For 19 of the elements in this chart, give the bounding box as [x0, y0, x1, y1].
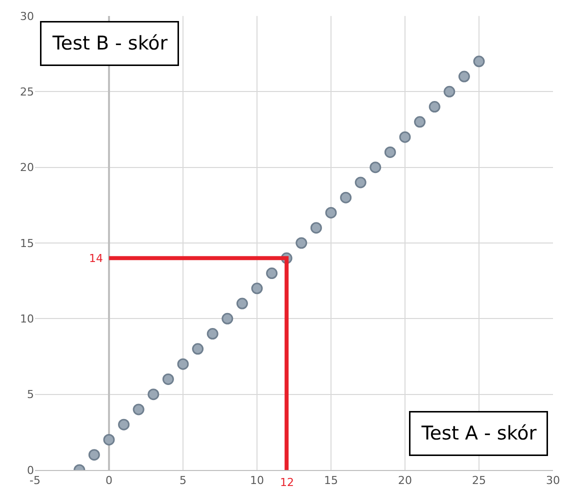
annotation: 14 — [89, 252, 103, 265]
y-tick-label: 5 — [27, 388, 34, 402]
y-tick-label: 0 — [27, 464, 34, 477]
x-tick-label: 20 — [398, 474, 412, 488]
annotation: 12 — [280, 476, 294, 489]
x-tick-label: 15 — [324, 474, 338, 488]
x-tick-label: 5 — [180, 474, 186, 488]
x-tick-label: 0 — [106, 474, 112, 488]
y-tick-label: 15 — [20, 236, 34, 250]
x-axis-title: Test A - skór — [420, 422, 537, 444]
y-tick-label: 25 — [20, 86, 34, 99]
x-tick-label: 25 — [472, 474, 486, 488]
y-axis-title: Test B - skór — [52, 32, 168, 54]
y-tick-label: 20 — [20, 161, 34, 174]
x-tick-label: -5 — [30, 474, 40, 488]
y-tick-label: 30 — [20, 10, 34, 23]
y-tick-label: 10 — [20, 312, 34, 326]
x-tick-label: 30 — [546, 474, 560, 488]
x-tick-label: 10 — [250, 474, 264, 488]
